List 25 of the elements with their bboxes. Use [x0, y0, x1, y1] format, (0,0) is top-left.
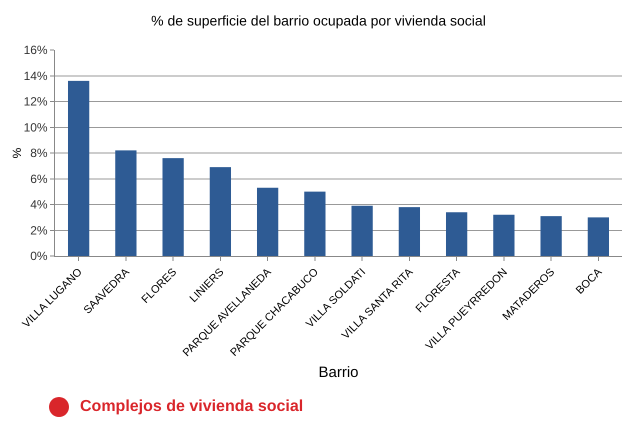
bar — [256, 188, 278, 256]
y-tick-label: 16% — [24, 43, 48, 58]
y-tick-label: 0% — [30, 249, 48, 264]
y-tick-label: 12% — [24, 94, 48, 109]
bar — [68, 80, 90, 256]
x-axis-title: Barrio — [318, 364, 359, 382]
bar — [304, 192, 326, 256]
bar — [540, 216, 562, 256]
bar — [493, 214, 515, 256]
chart-title: % de superficie del barrio ocupada por vivienda social — [151, 12, 486, 28]
y-tick-label: 2% — [30, 223, 48, 238]
y-axis-title: % — [10, 147, 24, 158]
y-tick-label: 10% — [24, 120, 48, 134]
y-tick-label: 14% — [24, 68, 48, 83]
y-tick-label: 8% — [30, 146, 48, 160]
bar — [398, 207, 420, 256]
text: Complejos de vivienda social — [80, 398, 304, 416]
bar — [351, 206, 373, 256]
bar — [588, 217, 610, 256]
bar — [210, 167, 232, 256]
bar — [446, 212, 468, 256]
y-tick-label: 6% — [30, 172, 48, 186]
bar — [115, 150, 137, 256]
bar — [162, 158, 184, 256]
y-tick-label: 4% — [30, 198, 48, 212]
